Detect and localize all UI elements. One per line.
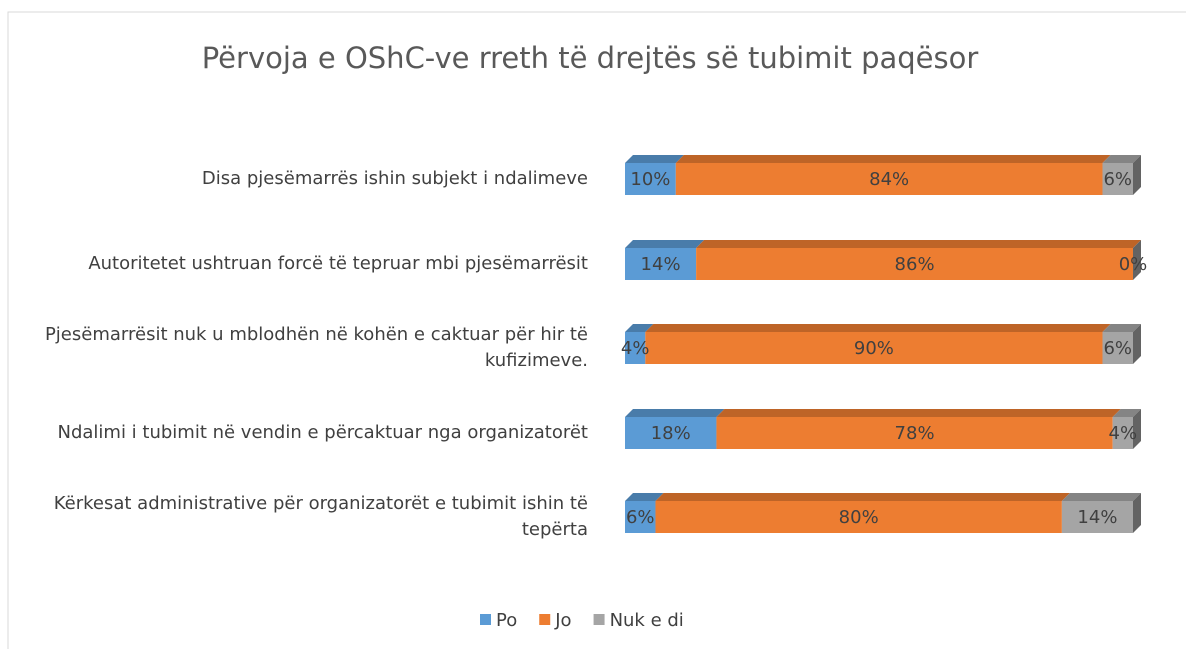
- bar-side-face: [1133, 155, 1141, 195]
- data-label: 14%: [641, 254, 681, 275]
- bar-top-face: [625, 324, 654, 332]
- chart-title: Përvoja e OShC-ve rreth të drejtës së tu…: [202, 41, 979, 75]
- data-label: 0%: [1119, 254, 1148, 275]
- data-label: 90%: [854, 338, 894, 359]
- chart-border: [7, 11, 1186, 649]
- bar-segment: [625, 501, 656, 533]
- data-label: 10%: [630, 169, 670, 190]
- category-label: Kërkesat administrative për organizatorë…: [53, 493, 588, 540]
- category-label: Pjesëmarrësit nuk u mblodhën në kohën e …: [44, 324, 588, 371]
- bar-segment: [625, 417, 717, 449]
- bar-top-face: [1112, 409, 1141, 417]
- category-label: Disa pjesëmarrës ishin subjekt i ndalime…: [201, 168, 588, 189]
- category-label: Autoritetet ushtruan forcë të tepruar mb…: [88, 253, 588, 274]
- bar-top-face: [1102, 324, 1141, 332]
- bar-segment: [625, 248, 697, 280]
- bar-top-face: [625, 155, 684, 163]
- data-label: 4%: [1109, 423, 1138, 444]
- bar-top-face: [1061, 493, 1141, 501]
- bar-top-face: [625, 493, 664, 501]
- data-label: 6%: [1103, 338, 1132, 359]
- bar-top-face: [696, 240, 1141, 248]
- bar-top-face: [655, 493, 1070, 501]
- data-label: 80%: [839, 507, 879, 528]
- bar-top-face: [675, 155, 1111, 163]
- bar-segment: [675, 163, 1103, 195]
- data-label: 84%: [869, 169, 909, 190]
- legend-swatch: [539, 614, 551, 625]
- bar-segment: [1102, 163, 1133, 195]
- data-label: 6%: [626, 507, 655, 528]
- bar-top-face: [1102, 155, 1141, 163]
- bar-side-face: [1133, 240, 1141, 280]
- bar-segment: [625, 163, 676, 195]
- bar-side-face: [1133, 409, 1141, 449]
- legend-swatch: [593, 614, 605, 625]
- bar-top-face: [625, 240, 705, 248]
- bar-side-face: [1133, 493, 1141, 533]
- legend-swatch: [480, 614, 491, 625]
- data-label: 4%: [621, 338, 650, 359]
- data-label: 6%: [1103, 169, 1132, 190]
- bar-top-face: [625, 409, 725, 417]
- bar-segment: [645, 332, 1103, 364]
- bar-segment: [1102, 332, 1133, 364]
- legend-label: Po: [496, 610, 517, 631]
- data-label: 78%: [895, 423, 935, 444]
- bar-segment: [1061, 501, 1133, 533]
- bar-top-face: [645, 324, 1111, 332]
- data-label: 86%: [895, 254, 935, 275]
- bar-segment: [1112, 417, 1133, 449]
- bar-top-face: [716, 409, 1121, 417]
- bar-segment: [625, 332, 646, 364]
- bar-side-face: [1133, 324, 1141, 364]
- data-label: 18%: [651, 423, 691, 444]
- category-label: Ndalimi i tubimit në vendin e përcaktuar…: [57, 422, 588, 443]
- bar-segment: [696, 248, 1133, 280]
- bar-segment: [655, 501, 1062, 533]
- legend-label: Jo: [554, 610, 571, 631]
- data-label: 14%: [1077, 507, 1117, 528]
- legend-label: Nuk e di: [610, 610, 684, 631]
- bar-segment: [716, 417, 1113, 449]
